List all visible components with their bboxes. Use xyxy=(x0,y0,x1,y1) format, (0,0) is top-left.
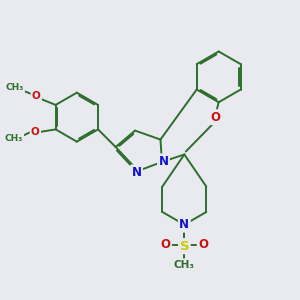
Text: O: O xyxy=(160,238,170,251)
Text: N: N xyxy=(132,166,142,179)
Text: CH₃: CH₃ xyxy=(174,260,195,270)
Text: O: O xyxy=(32,91,40,101)
Text: O: O xyxy=(211,111,221,124)
Text: CH₃: CH₃ xyxy=(5,134,23,143)
Text: N: N xyxy=(179,218,189,231)
Text: O: O xyxy=(31,127,40,137)
Text: S: S xyxy=(179,240,189,253)
Text: N: N xyxy=(158,155,168,168)
Text: CH₃: CH₃ xyxy=(6,83,24,92)
Text: O: O xyxy=(198,238,208,251)
